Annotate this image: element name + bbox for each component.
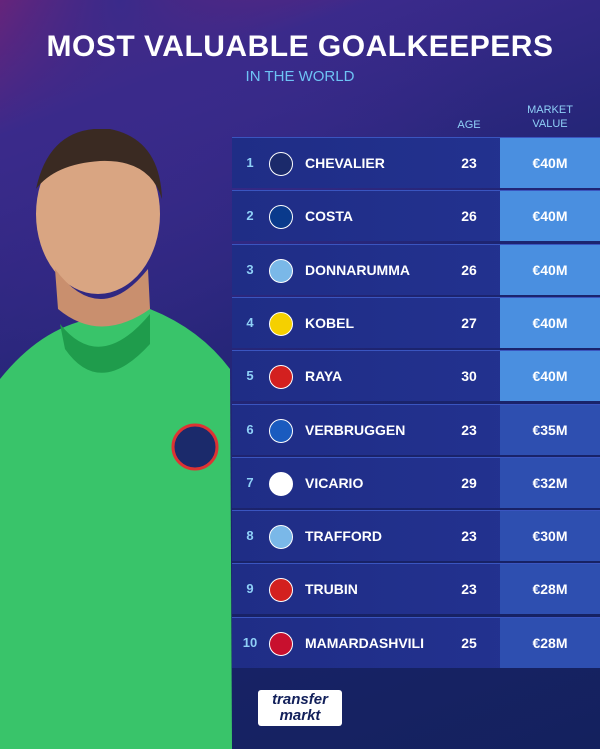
market-value: €30M xyxy=(500,511,600,562)
club-crest xyxy=(269,525,293,550)
player-name: COSTA xyxy=(305,208,353,225)
player-name: CHEVALIER xyxy=(305,155,385,171)
club-crest xyxy=(269,471,293,496)
market-value: €40M xyxy=(500,191,600,242)
table-row: 1 CHEVALIER 23 €40M xyxy=(232,137,600,188)
logo-text: transfer xyxy=(272,691,328,708)
age: 25 xyxy=(461,634,477,651)
table-row: 9 TRUBIN 23 €28M xyxy=(232,563,600,615)
table-row: 3 DONNARUMMA 26 €40M xyxy=(232,243,600,295)
player-name: VICARIO xyxy=(305,474,364,491)
age: 26 xyxy=(461,208,477,225)
age: 29 xyxy=(461,474,477,491)
player-name: VERBRUGGEN xyxy=(305,421,406,438)
market-value: €35M xyxy=(500,404,600,455)
market-value: €40M xyxy=(500,244,600,295)
rank: 6 xyxy=(246,421,254,437)
logo: transfer markt xyxy=(258,690,342,726)
rank: 8 xyxy=(246,528,254,544)
player-photo xyxy=(0,129,232,749)
market-value: €40M xyxy=(500,138,600,188)
age: 30 xyxy=(461,368,477,385)
rank: 4 xyxy=(246,314,254,330)
column-header: AGE xyxy=(457,119,481,131)
club-crest xyxy=(269,418,293,443)
player-name: TRUBIN xyxy=(305,581,358,598)
logo-text: markt xyxy=(279,707,321,724)
rank: 9 xyxy=(246,581,254,597)
table-row: 6 VERBRUGGEN 23 €35M xyxy=(232,403,600,455)
age: 23 xyxy=(461,421,477,438)
age: 26 xyxy=(461,261,477,278)
rank: 5 xyxy=(246,368,254,384)
market-value: €28M xyxy=(500,617,600,668)
club-crest xyxy=(269,311,293,336)
rank: 3 xyxy=(246,261,254,277)
table-row: 10 MAMARDASHVILI 25 €28M xyxy=(232,616,600,668)
market-value: €28M xyxy=(500,564,600,615)
table-row: 7 VICARIO 29 €32M xyxy=(232,456,600,508)
table-row: 4 KOBEL 27 €40M xyxy=(232,296,600,348)
age: 23 xyxy=(461,581,477,598)
player-name: RAYA xyxy=(305,368,343,385)
rank: 2 xyxy=(246,208,254,224)
player-name: MAMARDASHVILI xyxy=(305,634,424,651)
player-name: DONNARUMMA xyxy=(305,261,410,278)
club-crest xyxy=(269,152,293,176)
rank: 1 xyxy=(246,155,254,170)
club-crest xyxy=(269,365,293,390)
column-header: MARKET VALUE xyxy=(527,104,573,130)
market-value: €32M xyxy=(500,457,600,508)
title: MOST VALUABLE GOALKEEPERS xyxy=(46,30,554,63)
club-crest xyxy=(269,205,293,230)
club-crest xyxy=(269,631,293,656)
age: 23 xyxy=(461,528,477,545)
table-row: 2 COSTA 26 €40M xyxy=(232,190,600,242)
player-name: KOBEL xyxy=(305,314,354,331)
subtitle: IN THE WORLD xyxy=(245,68,355,85)
table-row: 5 RAYA 30 €40M xyxy=(232,350,600,402)
table-row: 8 TRAFFORD 23 €30M xyxy=(232,510,600,562)
player-name: TRAFFORD xyxy=(305,528,382,545)
age: 23 xyxy=(461,155,477,171)
club-crest xyxy=(269,578,293,603)
market-value: €40M xyxy=(500,351,600,402)
market-value: €40M xyxy=(500,297,600,348)
club-crest xyxy=(269,258,293,283)
rank: 7 xyxy=(246,474,254,490)
rank: 10 xyxy=(242,634,258,650)
age: 27 xyxy=(461,314,477,331)
